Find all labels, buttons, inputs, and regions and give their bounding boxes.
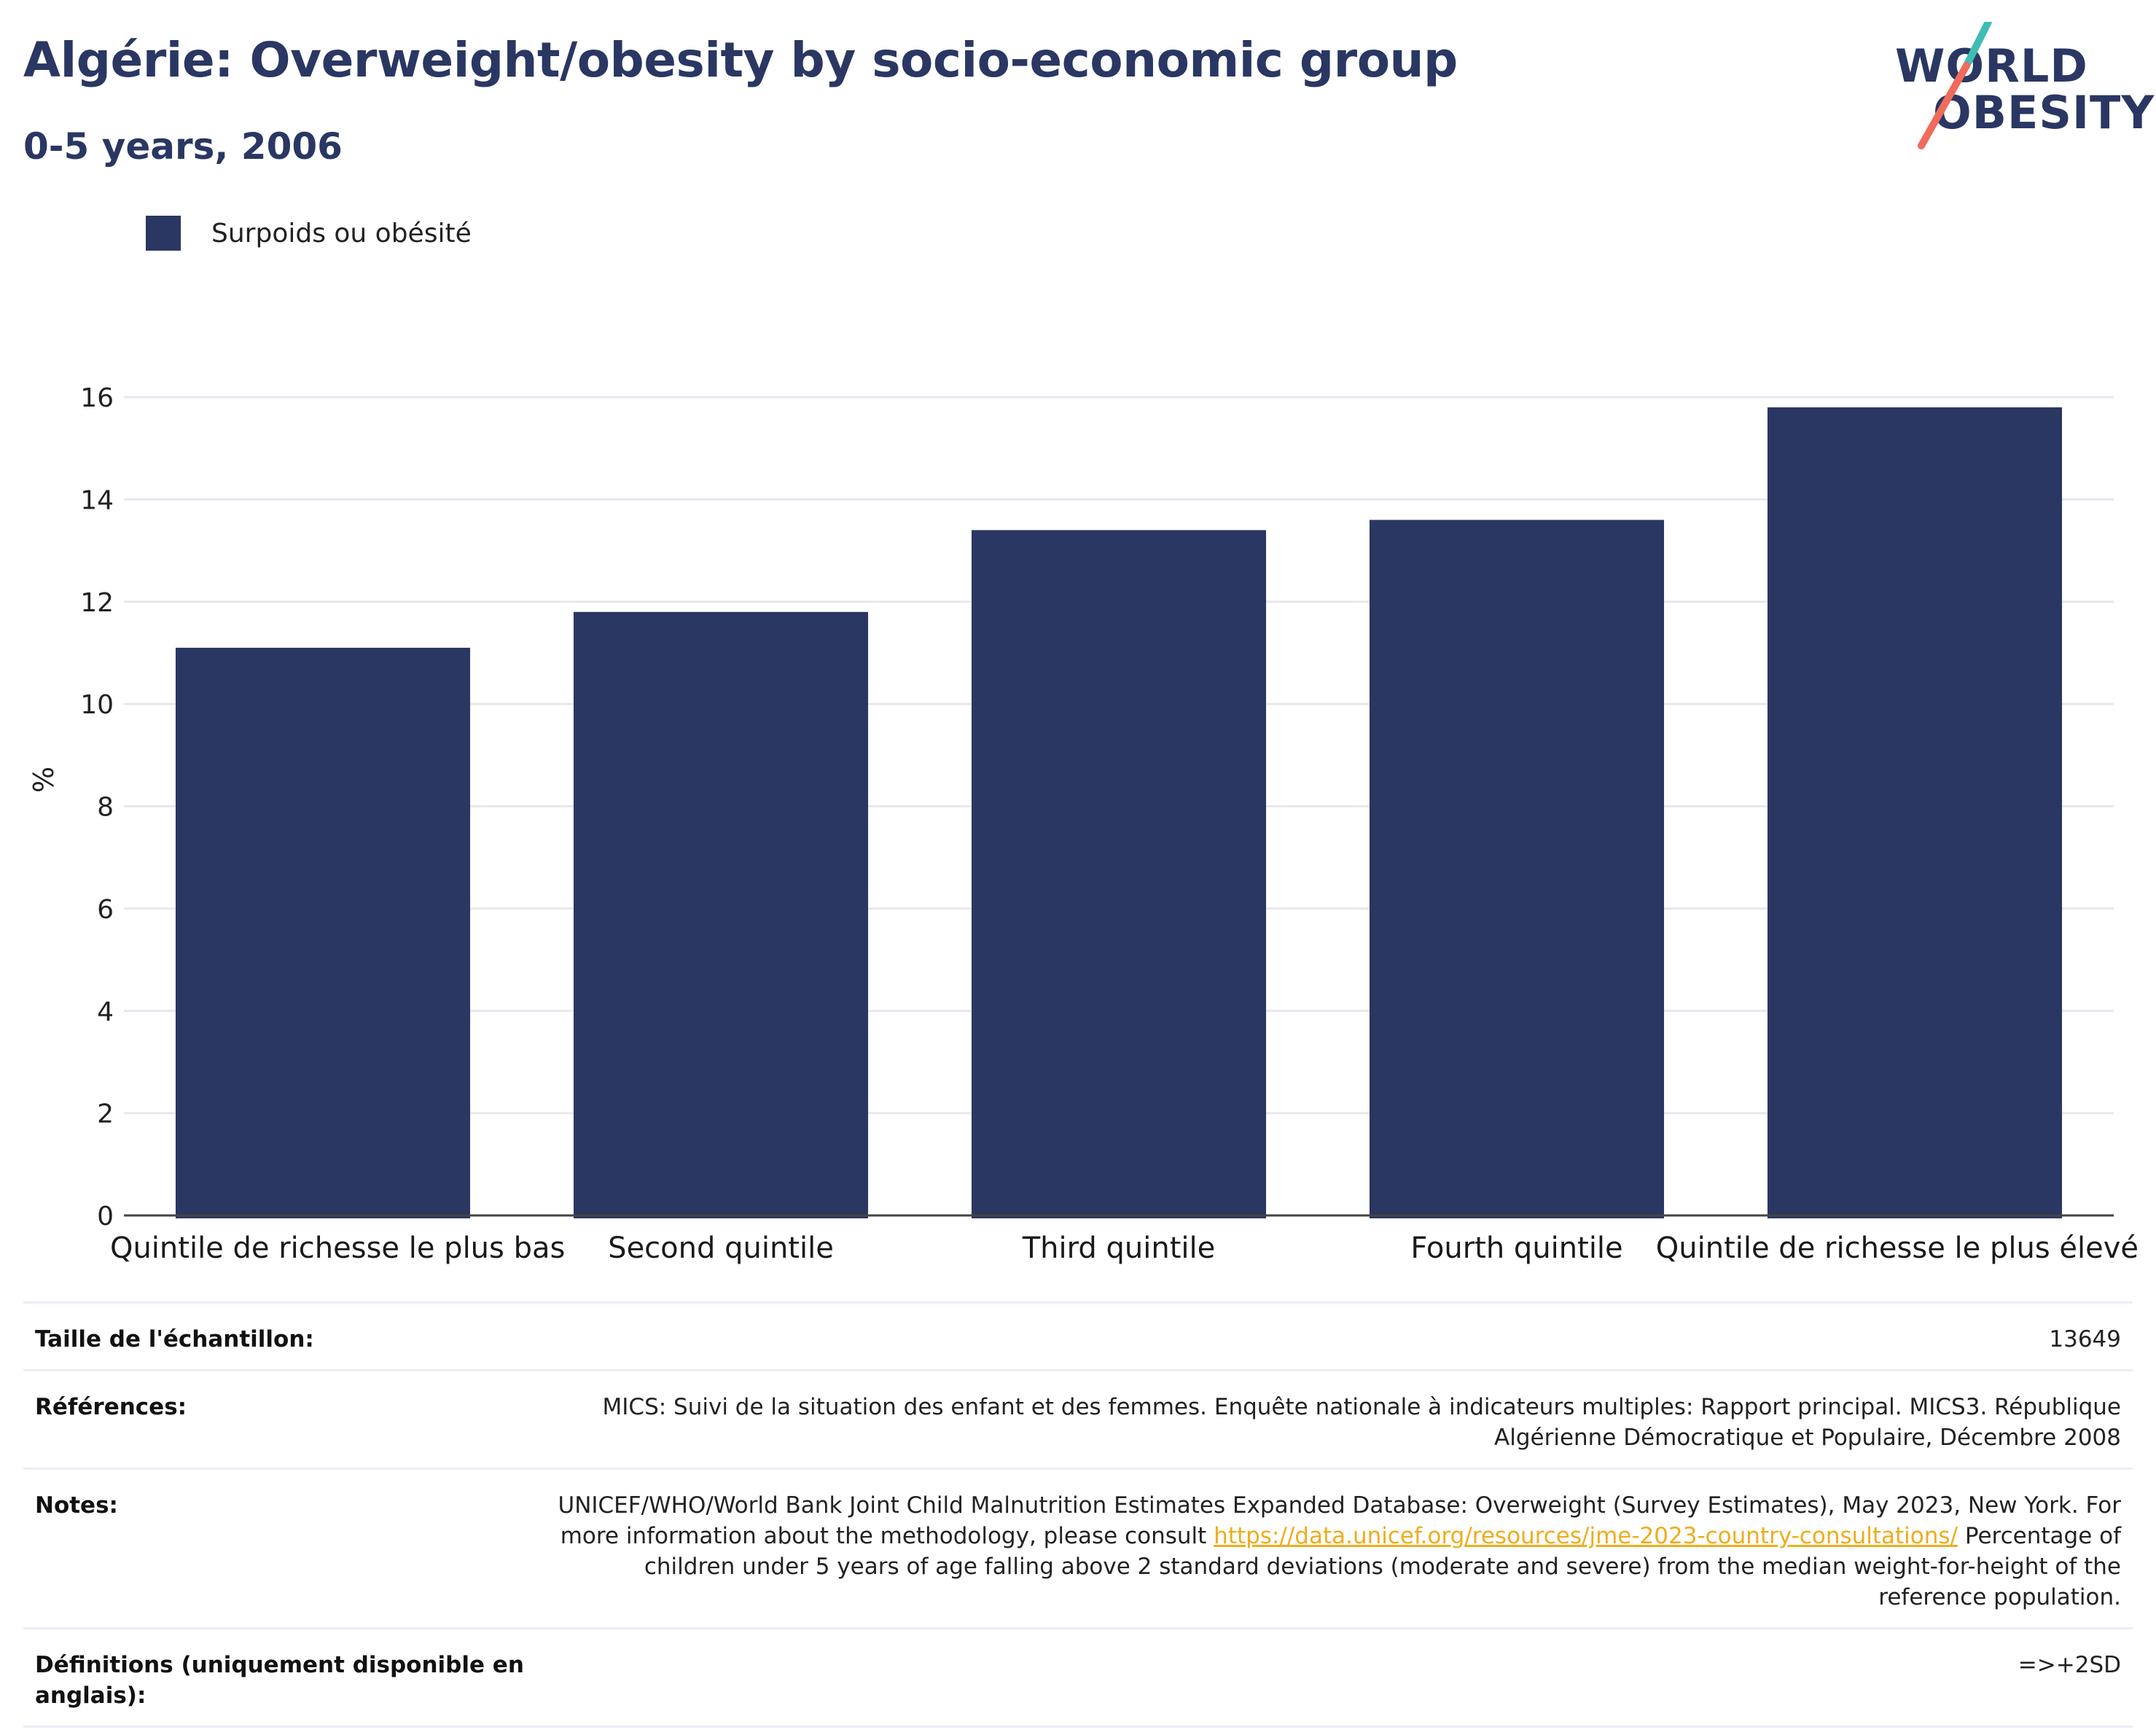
x-tick-label: Second quintile: [608, 1231, 834, 1265]
logo-text-world: WORLD: [1895, 39, 2088, 93]
y-tick-label: 6: [97, 895, 114, 925]
y-tick-label: 14: [80, 485, 114, 515]
references-label: Références:: [35, 1394, 187, 1420]
sample-size-label: Taille de l'échantillon:: [35, 1326, 314, 1352]
notes-link[interactable]: https://data.unicef.org/resources/jme-20…: [1214, 1523, 1958, 1549]
y-tick-label: 16: [80, 383, 114, 413]
chart-legend: Surpoids ou obésité: [146, 216, 472, 251]
definitions-label: Définitions (uniquement disponible en an…: [35, 1652, 524, 1709]
logo-slash-icon: [1918, 22, 1992, 149]
sample-size-value: 13649: [2049, 1326, 2121, 1352]
y-tick-label: 8: [97, 793, 114, 823]
y-tick-label: 12: [80, 588, 114, 618]
bar: [1369, 520, 1665, 1218]
x-tick-label: Third quintile: [1022, 1231, 1215, 1265]
y-tick-label: 0: [97, 1202, 114, 1231]
references-value: MICS: Suivi de la situation des enfant e…: [602, 1394, 2121, 1451]
references-row: Références: MICS: Suivi de la situation …: [23, 1369, 2133, 1468]
bar: [971, 530, 1267, 1218]
y-tick-label: 4: [97, 997, 114, 1027]
x-tick-label: Quintile de richesse le plus bas: [110, 1231, 565, 1265]
bar: [573, 611, 869, 1218]
page-title: Algérie: Overweight/obesity by socio-eco…: [23, 32, 1458, 88]
legend-swatch: [146, 216, 181, 251]
world-obesity-logo: WORLD OBESITY: [1895, 22, 2154, 153]
bar: [175, 647, 471, 1218]
notes-text-before: UNICEF/WHO/World Bank Joint Child Malnut…: [558, 1492, 2122, 1549]
page-subtitle: 0-5 years, 2006: [23, 125, 343, 168]
info-table: Taille de l'échantillon: 13649 Référence…: [23, 1301, 2133, 1728]
logo-text-obesity: OBESITY: [1933, 86, 2155, 139]
x-tick-label: Quintile de richesse le plus élevé: [1656, 1231, 2139, 1265]
definitions-value: =>+2SD: [2018, 1652, 2121, 1678]
notes-row: Notes: UNICEF/WHO/World Bank Joint Child…: [23, 1468, 2133, 1627]
notes-value: UNICEF/WHO/World Bank Joint Child Malnut…: [554, 1490, 2122, 1613]
notes-text-after: Percentage of children under 5 years of …: [644, 1523, 2121, 1610]
y-tick-label: 2: [97, 1100, 114, 1129]
legend-label: Surpoids ou obésité: [211, 218, 472, 248]
y-tick-label: 10: [80, 690, 114, 720]
definitions-row: Définitions (uniquement disponible en an…: [23, 1627, 2133, 1728]
sample-size-row: Taille de l'échantillon: 13649: [23, 1301, 2133, 1369]
x-tick-label: Fourth quintile: [1410, 1231, 1622, 1265]
bar: [1767, 407, 2063, 1218]
bar-chart: 0 2 4 6 8 10 12 14 16 Quintile de richesse le plu…: [80, 383, 2139, 1265]
notes-label: Notes:: [35, 1492, 118, 1519]
